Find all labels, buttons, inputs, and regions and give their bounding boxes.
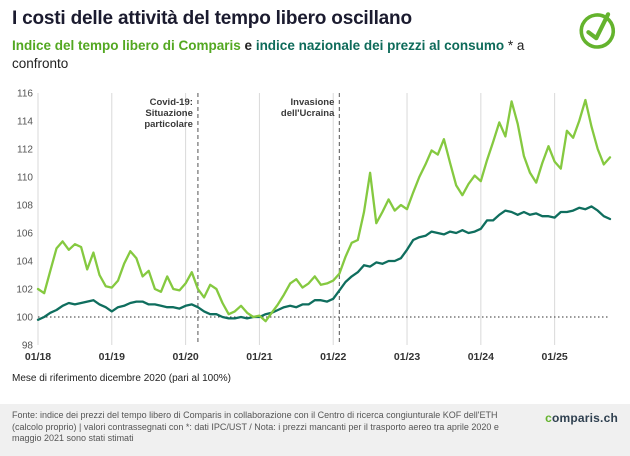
y-tick-label: 114 (17, 117, 33, 128)
x-tick-label: 01/23 (394, 351, 420, 363)
y-tick-label: 116 (17, 89, 33, 100)
event-label: Covid-19: (150, 97, 193, 108)
x-tick-label: 01/22 (320, 351, 346, 363)
y-tick-label: 110 (17, 173, 33, 184)
comparis-logo-suffix: omparis.ch (551, 411, 618, 425)
comparis-logo[interactable]: comparis.ch (545, 411, 618, 425)
x-tick-label: 01/24 (468, 351, 494, 363)
x-tick-label: 01/21 (246, 351, 272, 363)
y-tick-label: 102 (16, 285, 33, 296)
series-line-comparis-leisure-index (36, 99, 612, 323)
event-label: Invasione (291, 97, 335, 108)
x-tick-label: 01/25 (542, 351, 568, 363)
x-tick-label: 01/18 (25, 351, 51, 363)
reference-note: Mese di riferimento dicembre 2020 (pari … (12, 373, 231, 385)
checkmark-logo-icon (579, 12, 616, 49)
line-chart-svg: 98 100 102 104 106 108 110 112 114 116 01/18 01/19 0… (16, 89, 612, 363)
subtitle-suffix: * a confronto (12, 37, 525, 72)
source-bar: Fonte: indice dei prezzi del tempo liber… (0, 404, 630, 456)
header: I costi delle attività del tempo libero … (0, 0, 630, 73)
x-tick-label: 01/20 (172, 351, 198, 363)
legend-comparis-index: Indice del tempo libero di Comparis (12, 37, 241, 53)
subtitle-separator: e (240, 37, 256, 53)
event-label: particolare (144, 119, 193, 130)
y-tick-label: 108 (16, 201, 33, 212)
page-title: I costi delle attività del tempo libero … (12, 8, 412, 29)
y-tick-label: 112 (17, 145, 33, 156)
y-tick-label: 104 (16, 257, 33, 268)
y-tick-label: 106 (16, 229, 33, 240)
event-label: dell'Ucraina (281, 108, 335, 119)
x-tick-label: 01/19 (99, 351, 125, 363)
line-chart: 98 100 102 104 106 108 110 112 114 116 01/18 01/19 0… (10, 85, 618, 367)
comparis-logo-prefix: c (545, 411, 552, 425)
series-line-national-cpi (36, 205, 612, 322)
y-tick-label: 98 (22, 341, 34, 352)
source-text: Fonte: indice dei prezzi del tempo liber… (12, 410, 499, 444)
checkmark-logo (574, 6, 620, 52)
chart-subtitle: Indice del tempo libero di Comparis e in… (12, 37, 584, 73)
legend-cpi-index: indice nazionale dei prezzi al consumo (255, 37, 505, 53)
y-tick-label: 100 (16, 313, 33, 324)
event-label: Situazione (145, 108, 193, 119)
